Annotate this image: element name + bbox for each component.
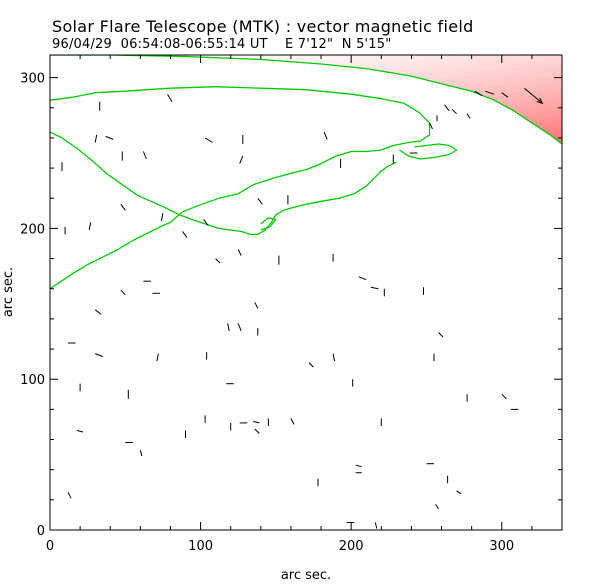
field-vector [95, 353, 103, 358]
field-vector [355, 464, 362, 468]
field-vector [94, 134, 98, 143]
field-vector [501, 92, 509, 98]
field-vector [120, 204, 126, 211]
field-vector [237, 249, 242, 256]
x-tick-label: 200 [339, 539, 364, 554]
x-tick-label: 0 [46, 539, 54, 554]
field-vector [139, 449, 143, 457]
y-axis-label: arc sec. [1, 267, 16, 317]
field-vector [237, 323, 242, 332]
field-vector [94, 309, 102, 315]
field-vector [374, 522, 378, 529]
field-vector [215, 258, 221, 264]
field-vector [370, 286, 379, 290]
field-vector [466, 113, 471, 119]
contour-line [260, 217, 277, 231]
limb-contour [50, 55, 562, 145]
field-vector [253, 420, 260, 424]
field-vector [76, 430, 84, 433]
field-vector [323, 131, 328, 140]
field-vector [501, 393, 507, 400]
field-vector [142, 151, 147, 160]
field-vector [88, 222, 92, 230]
field-vector [429, 122, 433, 130]
y-tick-label: 300 [20, 72, 45, 87]
field-vector [182, 231, 188, 238]
field-vector [308, 362, 314, 368]
field-vector [167, 93, 173, 102]
field-vector [290, 418, 295, 425]
field-vector [358, 276, 367, 281]
x-tick-label: 300 [489, 539, 514, 554]
y-tick-label: 0 [37, 524, 45, 539]
field-vector [160, 213, 164, 221]
field-vector [444, 104, 450, 112]
x-axis-label: arc sec. [281, 568, 331, 583]
chart-title: Solar Flare Telescope (MTK) : vector mag… [52, 17, 474, 36]
field-vector [156, 353, 159, 362]
contour-line [50, 86, 431, 290]
chart-subtitle: 96/04/29 06:54:08-06:55:14 UT E 7'12" N … [52, 37, 392, 52]
x-tick-label: 100 [188, 539, 213, 554]
contour-line [399, 143, 458, 160]
field-vector [456, 490, 462, 495]
field-vector [435, 504, 439, 510]
field-vector [485, 90, 495, 95]
plot-frame [49, 54, 563, 531]
field-vector [257, 198, 263, 205]
field-vector [227, 323, 230, 332]
contour-line [50, 131, 397, 236]
field-vector [254, 428, 260, 434]
field-vector [203, 219, 209, 226]
field-vector [239, 155, 244, 164]
y-tick-label: 100 [20, 373, 45, 388]
field-vector [524, 87, 543, 104]
field-vector [67, 492, 72, 499]
field-vector [204, 137, 213, 143]
field-vector-arrowhead [536, 97, 544, 105]
y-tick-label: 200 [20, 222, 45, 237]
field-vector [120, 289, 126, 296]
limb-shading [50, 55, 562, 144]
field-vector [332, 353, 336, 362]
field-vector [438, 332, 444, 338]
field-vector [254, 302, 259, 309]
field-vector [474, 90, 483, 97]
field-vector [105, 135, 114, 140]
field-vector [451, 108, 457, 115]
